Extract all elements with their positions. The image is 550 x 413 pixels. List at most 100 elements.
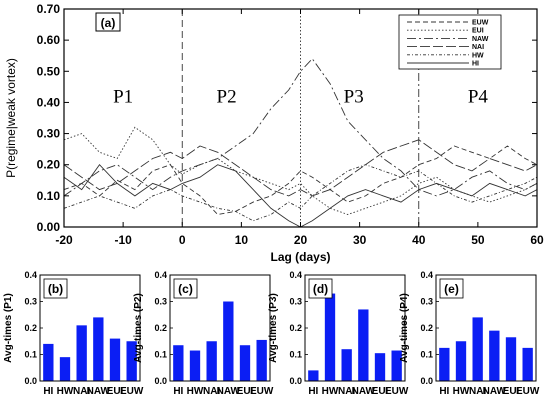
panel-tag-c: (c): [178, 282, 193, 296]
panel-tag-e: (e): [444, 282, 459, 296]
x-tick-label: -10: [114, 233, 132, 247]
bar-naw: [223, 301, 234, 381]
bar-hi: [173, 345, 184, 381]
x-tick-label: 40: [412, 233, 426, 247]
legend-label-naw: NAW: [472, 36, 489, 43]
panel-tag-box: [308, 278, 333, 299]
bar-y-tick-label: 0.0: [420, 376, 433, 386]
bar-naw: [489, 330, 500, 381]
panel-tag-a: (a): [101, 16, 116, 30]
category-label: HW: [57, 386, 74, 397]
bar-y-tick-label: 0.2: [24, 323, 37, 333]
y-tick-label: 0.50: [37, 64, 61, 78]
x-tick-label: 30: [353, 233, 367, 247]
legend-label-eui: EUI: [472, 28, 484, 35]
bar-eui: [505, 337, 517, 381]
panel-tag-box: [95, 12, 121, 32]
y-tick-label: 0.00: [37, 220, 61, 234]
bar-euw: [522, 347, 533, 381]
category-label: EUW: [516, 386, 540, 397]
bar-euw: [391, 350, 402, 381]
y-tick-label: 0.20: [37, 158, 61, 172]
bar-eui: [374, 353, 386, 381]
panel-tag-b: (b): [48, 282, 63, 296]
category-label: NAI: [73, 386, 90, 397]
bar-y-tick-label: 0.3: [24, 297, 37, 307]
bar-y-tick-label: 0.1: [154, 350, 167, 360]
category-label: HW: [453, 386, 470, 397]
panel-tag-box: [173, 278, 198, 299]
y-tick-label: 0.40: [37, 95, 61, 109]
y-axis-title: P(regime|weak vortex): [4, 58, 18, 178]
category-label: EUI: [503, 386, 520, 397]
legend-label-euw: EUW: [472, 20, 489, 27]
bar-y-tick-label: 0.0: [154, 376, 167, 386]
bar-hi: [308, 370, 319, 381]
legend-box: [398, 14, 502, 70]
category-label: NAI: [469, 386, 486, 397]
bar-y-axis-title: Avg-times (P2): [133, 293, 144, 363]
panel-tag-box: [43, 278, 68, 299]
bar-y-tick-label: 0.4: [420, 270, 433, 280]
x-tick-label: 10: [235, 233, 249, 247]
bar-hi: [439, 347, 450, 381]
bar-naw: [93, 317, 104, 381]
legend-label-nai: NAI: [472, 44, 484, 51]
panel-tag-box: [439, 278, 464, 299]
bar-y-tick-label: 0.3: [420, 297, 433, 307]
bar-euw: [126, 341, 137, 381]
y-tick-label: 0.30: [37, 127, 61, 141]
category-label: HI: [308, 386, 318, 397]
bar-hi: [43, 343, 54, 381]
panel-tag-d: (d): [313, 282, 328, 296]
category-label: NAW: [217, 386, 241, 397]
bar-eui: [109, 338, 121, 381]
category-label: NAW: [483, 386, 507, 397]
category-label: NAW: [87, 386, 111, 397]
x-tick-label: 50: [471, 233, 485, 247]
phase-label-p1: P1: [113, 86, 133, 107]
legend-label-hi: HI: [472, 61, 479, 68]
bar-nai: [206, 341, 217, 381]
category-label: EUW: [385, 386, 409, 397]
bar-euw: [256, 339, 267, 381]
phase-label-p4: P4: [468, 86, 489, 107]
category-label: HI: [43, 386, 53, 397]
category-label: HW: [187, 386, 204, 397]
bar-y-tick-label: 0.1: [24, 350, 37, 360]
bar-y-tick-label: 0.4: [154, 270, 167, 280]
bar-y-tick-label: 0.0: [289, 376, 302, 386]
bar-y-tick-label: 0.4: [289, 270, 302, 280]
bar-hw: [189, 350, 201, 381]
bar-y-tick-label: 0.3: [289, 297, 302, 307]
bar-y-tick-label: 0.2: [420, 323, 433, 333]
category-label: EUW: [250, 386, 274, 397]
y-tick-label: 0.60: [37, 33, 61, 47]
phase-label-p3: P3: [344, 86, 364, 107]
bar-y-tick-label: 0.0: [24, 376, 37, 386]
bar-eui: [239, 345, 251, 381]
series-line-hw: [63, 164, 538, 222]
series-line-nai: [63, 139, 538, 197]
bar-y-axis-title: Avg-times (P1): [3, 293, 14, 363]
category-label: EUW: [120, 386, 144, 397]
bar-nai: [341, 349, 352, 381]
bar-y-axis-title: Avg-times (P4): [399, 293, 410, 363]
category-label: NAI: [338, 386, 355, 397]
phase-label-p2: P2: [217, 86, 237, 107]
bar-hw: [59, 357, 71, 381]
y-tick-label: 0.10: [37, 189, 61, 203]
bar-hw: [455, 341, 467, 381]
x-axis-title: Lag (days): [270, 250, 330, 264]
category-label: NAW: [352, 386, 376, 397]
bar-y-axis-title: Avg-times (P3): [268, 293, 279, 363]
bar-hw: [324, 293, 336, 381]
bar-y-tick-label: 0.2: [289, 323, 302, 333]
legend-label-hw: HW: [472, 52, 484, 59]
